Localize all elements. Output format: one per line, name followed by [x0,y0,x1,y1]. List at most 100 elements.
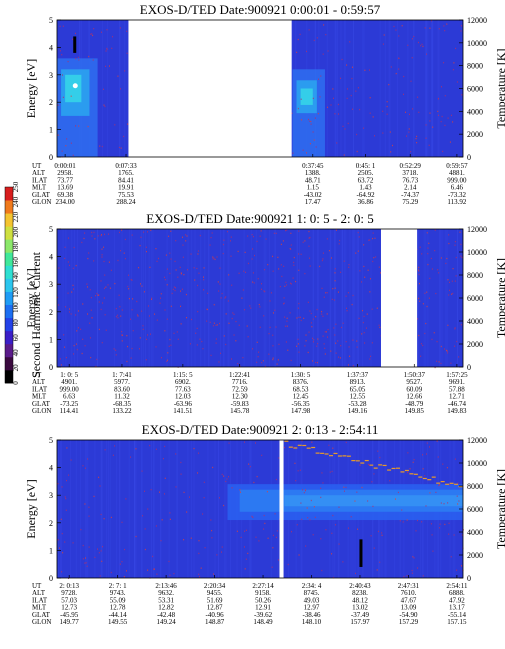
noise-speckle [271,566,273,568]
noise-speckle [301,440,303,442]
noise-speckle [203,481,205,483]
y-tick-label: 1 [49,546,53,555]
noise-speckle [186,316,188,319]
texture-stripe [80,440,82,578]
eph-value: 60.09 [406,385,422,393]
noise-speckle [429,492,431,494]
noise-speckle [446,23,448,25]
texture-stripe [274,229,276,367]
eph-value: -55.14 [448,611,467,619]
noise-speckle [235,320,237,323]
noise-speckle [71,291,73,293]
noise-speckle [313,139,315,141]
noise-speckle [120,147,122,149]
y2-tick-label: 10000 [467,248,487,257]
noise-speckle [247,262,249,265]
noise-speckle [212,325,214,327]
noise-speckle [373,256,375,259]
noise-speckle [298,554,300,556]
noise-speckle [219,322,221,325]
noise-speckle [126,360,128,363]
noise-speckle [78,59,80,61]
noise-speckle [351,66,353,68]
noise-speckle [417,318,419,320]
noise-speckle [372,116,374,118]
noise-speckle [418,297,420,300]
noise-speckle [166,360,168,363]
noise-speckle [368,239,370,241]
noise-speckle [137,315,139,317]
noise-speckle [114,124,116,126]
noise-speckle [286,325,288,327]
noise-speckle [209,244,211,246]
noise-speckle [341,326,343,329]
eph-value: 1:22:41 [229,371,251,379]
noise-speckle [429,27,431,29]
noise-speckle [86,283,88,285]
noise-speckle [407,452,409,454]
noise-speckle [415,530,417,532]
noise-speckle [346,88,348,90]
noise-speckle [72,284,74,287]
noise-speckle [264,291,266,293]
texture-stripe [362,20,364,157]
noise-speckle [422,468,424,470]
noise-speckle [82,465,84,467]
eph-value: 73.77 [57,176,73,184]
noise-speckle [326,292,328,294]
noise-speckle [368,464,370,466]
texture-stripe [336,20,338,157]
noise-speckle [326,313,328,315]
texture-stripe [106,20,108,157]
noise-speckle [267,263,269,266]
noise-speckle [299,33,301,36]
noise-speckle [95,365,97,368]
noise-speckle [62,96,64,99]
noise-speckle [61,571,63,573]
noise-speckle [132,298,134,300]
noise-speckle [339,77,341,79]
noise-speckle [164,279,166,281]
noise-speckle [231,317,233,320]
eph-value: 12.45 [293,393,309,401]
noise-speckle [156,573,158,575]
colorbar-tick-label: 200 [12,226,20,237]
noise-speckle [93,260,95,262]
noise-speckle [448,289,450,292]
noise-speckle [162,457,164,460]
noise-speckle [290,232,292,234]
noise-speckle [431,338,433,341]
noise-speckle [446,257,448,260]
noise-speckle [228,322,230,324]
texture-stripe [388,20,390,157]
noise-speckle [105,286,107,288]
texture-stripe [96,229,98,367]
texture-stripe [316,229,318,367]
eph-value: 55.09 [110,596,126,604]
noise-speckle [73,288,75,290]
eph-value: 1.43 [359,184,372,192]
noise-speckle [160,293,162,295]
noise-speckle [308,29,310,31]
noise-speckle [115,349,117,351]
noise-speckle [75,32,77,35]
noise-speckle [335,323,337,325]
noise-speckle [77,310,79,312]
spectrogram-feature [300,88,313,105]
noise-speckle [57,134,59,136]
noise-speckle [393,25,395,28]
noise-speckle [88,515,90,517]
eph-value: -59.83 [231,400,250,408]
texture-stripe [152,440,154,578]
noise-speckle [345,441,347,444]
noise-speckle [174,289,176,292]
texture-stripe [207,440,209,578]
noise-speckle [443,503,445,505]
noise-speckle [301,119,303,121]
noise-speckle [244,251,246,254]
noise-speckle [297,343,299,345]
noise-speckle [264,268,266,271]
texture-stripe [190,440,192,578]
noise-speckle [181,236,183,238]
eph-value: 50.26 [255,596,271,604]
